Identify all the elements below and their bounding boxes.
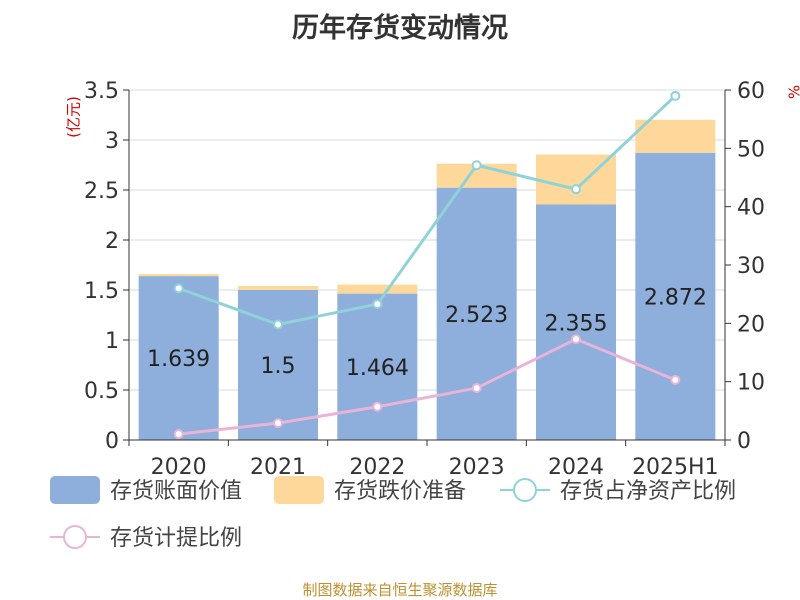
right-tick-label: 20	[737, 312, 765, 337]
left-tick-label: 0	[105, 429, 119, 454]
line-net-asset-ratio	[178, 94, 677, 327]
legend-label-book-value: 存货账面价值	[110, 479, 242, 504]
grid-lines	[123, 89, 731, 446]
right-tick-label: 30	[737, 254, 765, 279]
bar-book-value	[436, 187, 517, 440]
bar-book-value	[536, 204, 616, 440]
axes	[128, 90, 726, 441]
bar-book-value	[635, 152, 716, 441]
point-provision-ratio	[571, 334, 581, 345]
bar-value-label: 2.872	[644, 285, 707, 310]
line-provision-ratio	[178, 337, 676, 436]
x-tick-label: 2022	[349, 455, 405, 480]
point-net-asset-ratio	[670, 90, 681, 101]
left-tick-label: 1	[105, 329, 119, 354]
left-tick-label: 3	[105, 129, 119, 154]
right-axis-unit: %	[786, 85, 800, 99]
x-tick-label: 2021	[250, 455, 306, 480]
point-provision-ratio	[471, 383, 482, 394]
data-source-note: 制图数据来自恒生聚源数据库	[302, 581, 498, 599]
bar-value-label: 1.5	[261, 354, 296, 379]
point-net-asset-ratio	[471, 160, 482, 171]
right-tick-label: 0	[737, 429, 751, 454]
legend-label-net-asset-ratio: 存货占净资产比例	[560, 479, 736, 504]
bar-book-value	[138, 276, 219, 440]
legend-swatch-impairment	[274, 476, 324, 504]
x-tick-label: 2024	[548, 455, 604, 480]
bar-impairment	[337, 284, 418, 294]
point-net-asset-ratio	[273, 319, 283, 330]
bar-value-label: 1.464	[346, 356, 409, 381]
left-tick-label: 0.5	[84, 379, 119, 404]
bar-value-label: 1.639	[147, 347, 210, 372]
point-net-asset-ratio	[571, 184, 581, 195]
point-net-asset-ratio	[173, 283, 184, 294]
left-tick-label: 3.5	[84, 79, 119, 104]
legend-label-impairment: 存货跌价准备	[334, 479, 466, 504]
x-tick-label: 2023	[449, 455, 505, 480]
left-tick-label: 1.5	[84, 279, 119, 304]
legend-marker-provision-ratio	[63, 525, 87, 549]
point-net-asset-ratio	[372, 299, 383, 310]
chart-title: 历年存货变动情况	[292, 13, 508, 44]
x-tick-label: 2020	[151, 455, 207, 480]
right-tick-label: 40	[737, 196, 765, 221]
bars	[138, 119, 716, 441]
right-tick-label: 10	[737, 371, 765, 396]
point-provision-ratio	[670, 374, 681, 385]
legend-label-provision-ratio: 存货计提比例	[110, 526, 242, 551]
right-tick-label: 60	[737, 79, 765, 104]
bar-value-label: 2.355	[545, 311, 608, 336]
legend: 存货账面价值 存货跌价准备 存货占净资产比例 存货计提比例	[50, 476, 736, 551]
left-tick-label: 2	[105, 229, 119, 254]
bar-impairment	[635, 119, 716, 153]
right-tick-label: 50	[737, 137, 765, 162]
point-provision-ratio	[273, 418, 283, 429]
point-provision-ratio	[173, 429, 184, 440]
lines	[173, 90, 681, 440]
bar-value-label: 2.523	[445, 303, 508, 328]
bar-impairment	[138, 274, 219, 277]
point-provision-ratio	[372, 401, 383, 412]
tick-labels: 0 0.5 1 1.5 2 2.5 3 3.5 0 10 20 30 40 50 60 2020 2021 202…	[84, 79, 765, 480]
bar-book-value	[337, 293, 418, 440]
left-tick-label: 2.5	[84, 179, 119, 204]
legend-swatch-book-value	[50, 476, 100, 504]
legend-marker-net-asset-ratio	[513, 478, 537, 502]
x-tick-label: 2025H1	[632, 455, 719, 480]
left-axis-unit: (亿元)	[65, 96, 83, 138]
bar-impairment	[238, 286, 318, 290]
